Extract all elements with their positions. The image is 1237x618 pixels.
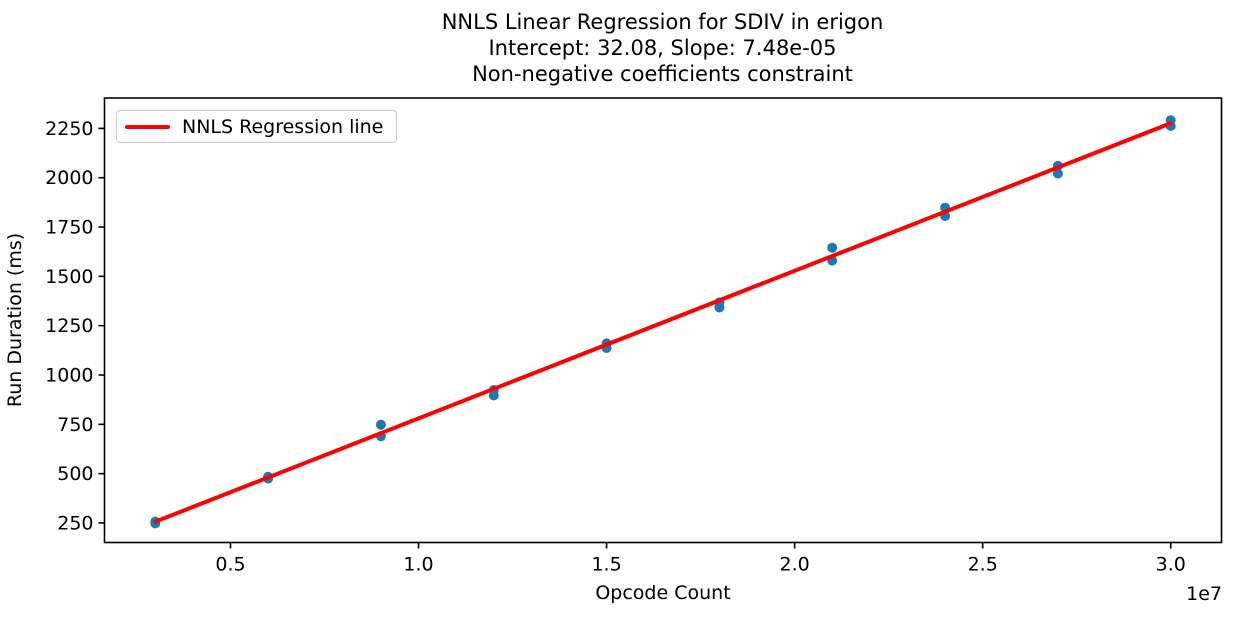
chart-title-line-2: Intercept: 32.08, Slope: 7.48e-05 xyxy=(488,36,837,60)
y-tick-label: 2250 xyxy=(45,118,93,140)
x-tick-label: 0.5 xyxy=(215,554,245,576)
plot-content: 0.5 1.0 1.5 2.0 2.5 3.0 250 500 750 1000 1250 1500 1… xyxy=(45,97,1223,576)
x-axis-label: Opcode Count xyxy=(595,582,730,604)
x-tick-label: 2.5 xyxy=(968,554,998,576)
y-tick-label: 250 xyxy=(57,512,93,534)
chart-title-line-3: Non-negative coefficients constraint xyxy=(472,62,853,86)
y-tick-label: 1750 xyxy=(45,217,93,239)
y-tick-label: 1000 xyxy=(45,364,93,386)
scatter-point xyxy=(827,242,838,253)
y-tick-label: 500 xyxy=(57,463,93,485)
scatter-point xyxy=(375,419,386,430)
scatter-point xyxy=(1052,168,1063,179)
regression-line xyxy=(153,121,1173,524)
y-tick-label: 1250 xyxy=(45,315,93,337)
x-tick-label: 2.0 xyxy=(780,554,810,576)
y-tick-label: 750 xyxy=(57,414,93,436)
chart-title: NNLS Linear Regression for SDIV in erigo… xyxy=(104,9,1221,87)
y-tick-label: 2000 xyxy=(45,167,93,189)
x-tick-label: 1.5 xyxy=(591,554,621,576)
legend-label: NNLS Regression line xyxy=(182,115,384,138)
x-tick-label: 3.0 xyxy=(1156,554,1186,576)
plot-border xyxy=(103,97,1223,544)
y-axis-label: Run Duration (ms) xyxy=(4,233,26,407)
y-tick-label: 1500 xyxy=(45,266,93,288)
legend: NNLS Regression line xyxy=(116,110,398,143)
x-axis-offset-label: 1e7 xyxy=(1186,583,1222,605)
x-tick-label: 1.0 xyxy=(403,554,433,576)
legend-line-swatch xyxy=(125,124,170,129)
chart-title-line-1: NNLS Linear Regression for SDIV in erigo… xyxy=(441,10,884,34)
